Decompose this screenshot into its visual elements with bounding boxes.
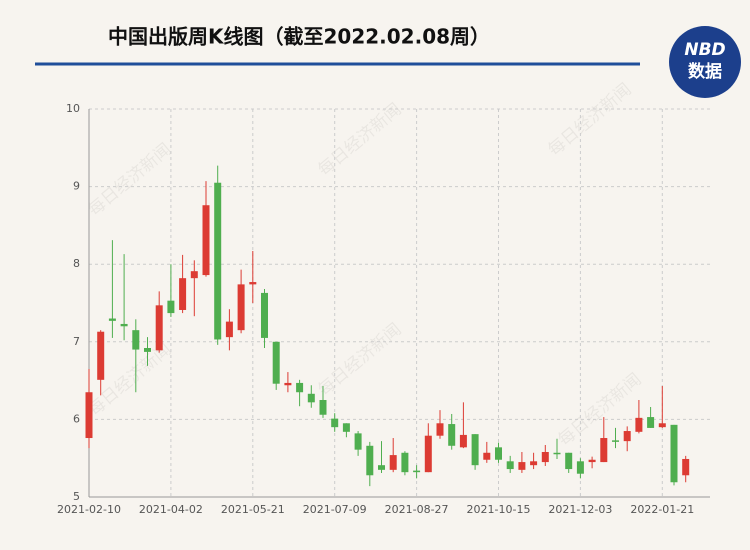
candle-body <box>284 382 292 386</box>
candle-body <box>155 305 163 351</box>
y-tick-label: 8 <box>73 257 80 270</box>
candle-body <box>495 447 502 460</box>
candle-body <box>214 182 222 340</box>
candle-body <box>565 452 573 470</box>
candle-body <box>471 434 479 466</box>
candle-body <box>424 435 432 473</box>
x-tick-label: 2021-10-15 <box>467 503 531 516</box>
chart-title: 中国出版周K线图（截至2022.02.08周） <box>108 25 490 49</box>
candle-body <box>366 445 374 476</box>
candle-body <box>483 452 491 460</box>
candle-body <box>682 458 690 476</box>
x-tick-label: 2021-12-03 <box>548 503 612 516</box>
candle-body <box>225 321 233 338</box>
y-tick-label: 9 <box>73 180 80 193</box>
candle-body <box>506 461 514 470</box>
candle-body <box>272 341 280 384</box>
candle-body <box>459 434 467 448</box>
candle-body <box>389 455 397 470</box>
candle-body <box>658 423 666 428</box>
candle-body <box>331 418 339 428</box>
y-tick-label: 6 <box>73 412 80 425</box>
candle-body <box>85 392 93 439</box>
candle-body <box>261 292 268 338</box>
candle-body <box>319 400 327 415</box>
candle-body <box>144 348 151 352</box>
candle-body <box>576 461 584 474</box>
x-tick-label: 2021-05-21 <box>221 503 285 516</box>
candle-body <box>296 382 304 393</box>
candle-body <box>202 205 210 276</box>
candle-body <box>167 300 175 314</box>
candle-body <box>600 438 608 463</box>
y-tick-label: 10 <box>66 102 80 115</box>
candle-body <box>588 459 596 463</box>
candle-body <box>436 423 444 436</box>
x-tick-label: 2021-04-02 <box>139 503 203 516</box>
candle-body <box>518 462 526 470</box>
candle-body <box>541 451 549 463</box>
x-tick-label: 2021-07-09 <box>303 503 367 516</box>
candle-body <box>237 284 245 331</box>
candle-body <box>448 424 456 446</box>
candle-body <box>635 417 643 432</box>
candle-body <box>378 465 385 470</box>
candle-body <box>670 424 678 483</box>
candle-body <box>342 423 350 432</box>
plot: 5 6 7 8 9 10 2021-02-10 2021-04-02 2021-05-21 202… <box>57 102 710 516</box>
x-tick-label: 2021-02-10 <box>57 503 121 516</box>
y-tick-label: 5 <box>73 490 80 503</box>
candle-body <box>179 278 187 310</box>
y-tick-label: 7 <box>73 335 80 348</box>
logo-top: NBD <box>684 40 725 60</box>
x-tick-label: 2021-08-27 <box>385 503 449 516</box>
candle-body <box>623 431 631 442</box>
candle-body <box>120 323 128 327</box>
candle-body <box>612 440 619 442</box>
candle-body <box>413 470 421 473</box>
logo <box>669 26 741 98</box>
candle-body <box>132 330 140 350</box>
candle-body <box>97 331 105 380</box>
candle-body <box>108 318 116 321</box>
logo-bottom: 数据 <box>688 61 722 82</box>
candle-body <box>190 271 198 279</box>
candle-body <box>249 282 257 285</box>
candle-body <box>401 452 409 473</box>
candle-body <box>647 417 655 428</box>
x-tick-label: 2022-01-21 <box>630 503 694 516</box>
candle-body <box>553 452 561 455</box>
candle-body <box>530 461 538 466</box>
candle-body <box>354 433 362 450</box>
candle-body <box>307 393 315 403</box>
